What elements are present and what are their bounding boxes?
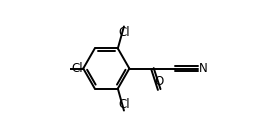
Text: Cl: Cl [71,62,83,75]
Text: Cl: Cl [118,98,130,111]
Text: N: N [199,62,208,75]
Text: Cl: Cl [118,26,130,39]
Text: O: O [154,75,163,88]
